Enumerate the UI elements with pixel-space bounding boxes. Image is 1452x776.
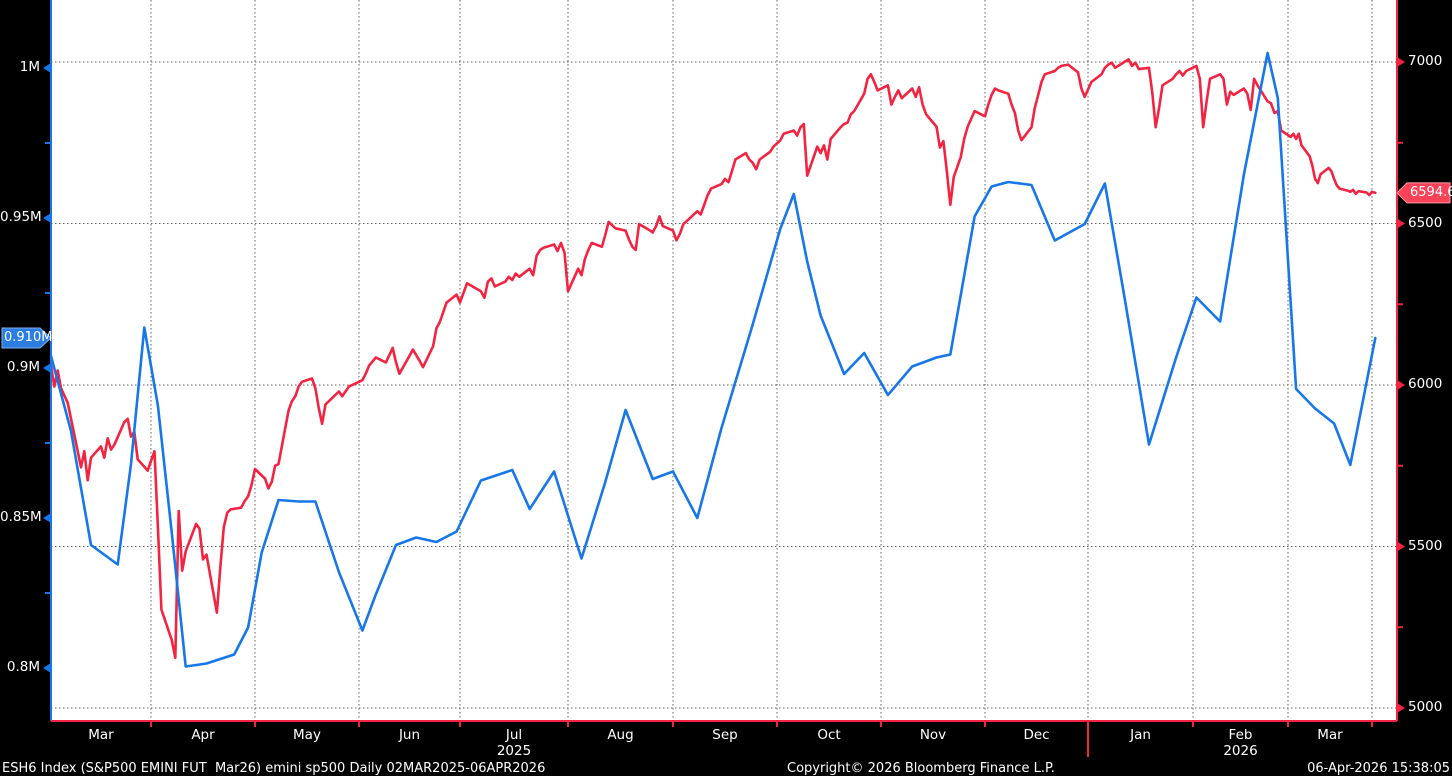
x-axis-month-label-Mar: Mar [88,727,114,743]
left-axis-label-0.95M: 0.95M [0,209,42,225]
x-axis-month-label-Apr: Apr [191,727,215,743]
left-axis-label-0.8M: 0.8M [6,659,40,675]
x-axis-month-label-Nov: Nov [919,727,947,743]
left-axis-label-1M: 1M [19,59,40,75]
x-axis-month-label-Sep: Sep [712,727,738,743]
right-tick-arrow-icon [1397,541,1405,552]
right-tick-arrow-icon [1397,703,1405,713]
right-tick-arrow-icon [1397,218,1405,229]
right-tick-arrow-icon [1397,380,1405,390]
left-tick-arrow-icon [43,513,51,523]
right-axis-label-6500: 6500 [1408,214,1443,231]
x-axis-month-label-Dec: Dec [1023,727,1050,743]
right-tick-arrow-icon [1397,57,1405,67]
right-axis-label-5000: 5000 [1408,699,1443,715]
x-axis-month-label-Feb: Feb [1228,727,1253,743]
right-axis-label-5500: 5500 [1408,537,1443,554]
left-last-value-text: 0.910M [4,330,53,345]
right-last-value-badge [1396,182,1451,204]
x-axis-month-label-Jul: Jul [505,727,523,743]
x-axis-month-label-Oct: Oct [817,727,841,743]
left-tick-arrow-icon [43,213,51,223]
left-tick-arrow-icon [43,63,51,73]
right-last-value-text: 6594.63 [1410,184,1452,200]
x-axis-year-label-2026: 2026 [1223,743,1258,759]
x-axis-month-label-Jan: Jan [1130,727,1151,743]
left-axis-label-0.85M: 0.85M [0,509,42,525]
x-axis-year-label-2025: 2025 [496,743,532,759]
x-axis-month-label-Aug: Aug [607,727,634,743]
left-last-value-badge [1,327,52,349]
metric-blue-line [49,51,1377,668]
left-tick-arrow-icon [43,663,51,673]
x-axis-month-label-May: May [293,727,321,743]
left-tick-arrow-icon [43,363,51,373]
right-axis-label-6000: 6000 [1408,376,1443,392]
x-axis-month-label-Mar: Mar [1317,727,1343,743]
instrument-description: ESH6 Index (S&P500 EMINI FUT Mar26) emin… [2,761,546,776]
copyright-notice: Copyright© 2026 Bloomberg Finance L.P. [787,761,1055,776]
left-axis-label-0.9M: 0.9M [6,359,40,375]
price-red-line [49,58,1377,660]
right-axis-label-7000: 7000 [1408,53,1443,69]
chart-timestamp: 06-Apr-2026 15:38:05 [1307,761,1450,776]
plot-area[interactable] [51,0,1397,721]
x-axis-month-label-Jun: Jun [398,727,421,743]
